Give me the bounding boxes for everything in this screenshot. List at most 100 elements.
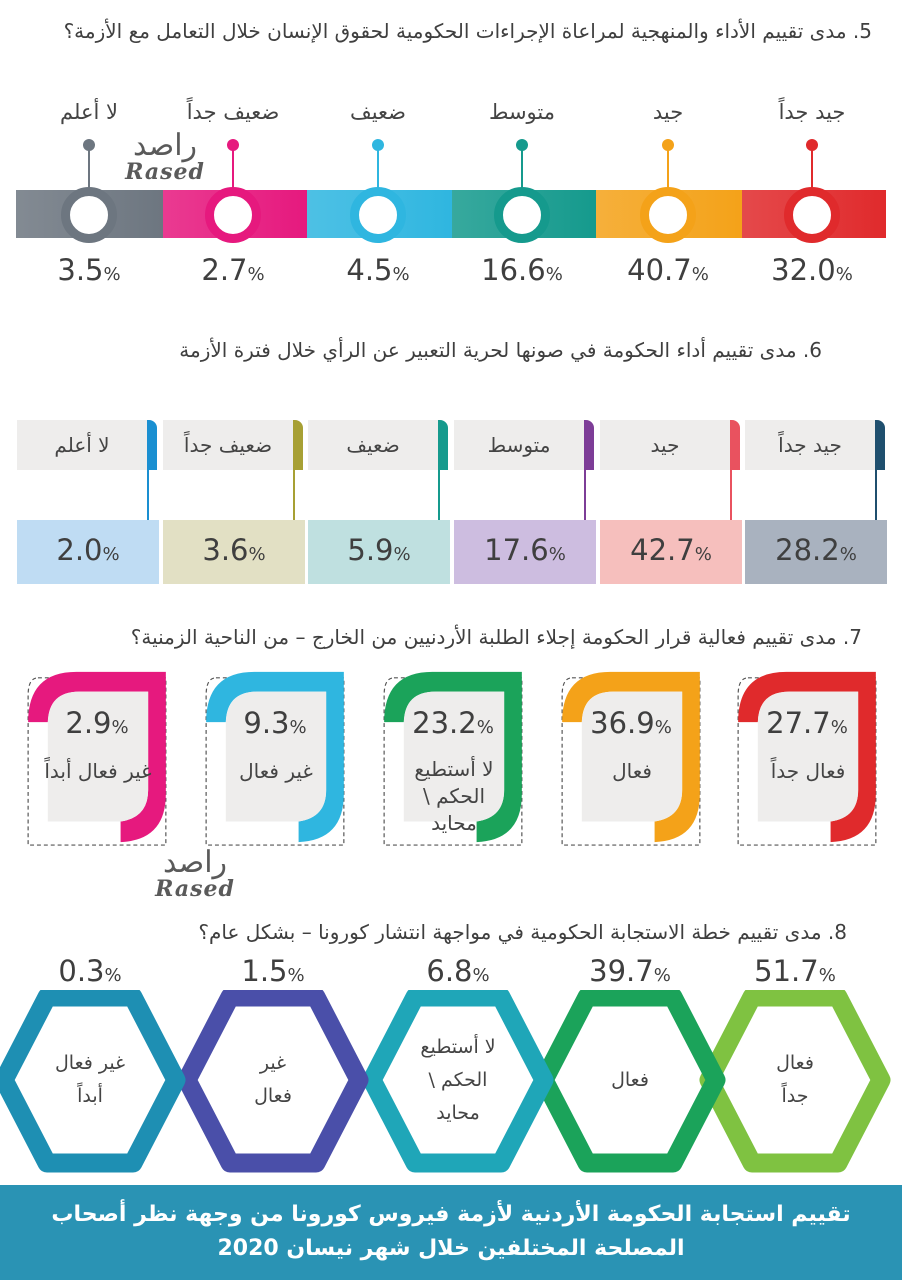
q5-value-label: 16.6%	[447, 253, 597, 287]
pct-unit: %	[392, 264, 410, 285]
q6-flag-pole	[293, 470, 295, 520]
q8-category-line: غير	[259, 1052, 287, 1074]
q6-category-tag: متوسط	[454, 420, 584, 470]
pct-number: 4.5	[346, 253, 393, 287]
pct-unit: %	[839, 544, 857, 565]
footer-banner: تقييم استجابة الحكومة الأردنية لأزمة فير…	[0, 1185, 902, 1280]
pct-unit: %	[548, 544, 566, 565]
q8-value-label: 1.5%	[198, 954, 348, 988]
q7-category-line: غير فعال أبداً	[44, 759, 152, 783]
q8-value-label: 0.3%	[15, 954, 165, 988]
q5-ring-marker	[61, 187, 117, 243]
pct-number: 42.7	[630, 533, 695, 567]
q7-card-outline	[27, 677, 167, 846]
q8-hexagon	[0, 990, 186, 1173]
q8-category-line: جداً	[781, 1085, 809, 1107]
q8-category-line: فعال	[776, 1052, 814, 1074]
pct-number: 3.6	[202, 533, 249, 567]
q6-flag-pole	[438, 470, 440, 520]
q8-hexagon-chain	[0, 990, 891, 1173]
q6-category-tag: جيد جداً	[745, 420, 875, 470]
q5-marker-stem	[667, 150, 669, 188]
pct-number: 2.0	[56, 533, 103, 567]
pct-unit: %	[691, 264, 709, 285]
q6-value-box	[163, 520, 305, 584]
q7-category-label: فعال جداً	[746, 758, 870, 785]
q6-flag	[875, 420, 885, 470]
q8-value-label: 6.8%	[383, 954, 533, 988]
pct-number: 5.9	[347, 533, 394, 567]
q5-marker-stem	[88, 150, 90, 188]
q7-category-line: فعال جداً	[770, 759, 846, 783]
q7-card	[561, 671, 701, 846]
q6-flag	[293, 420, 303, 470]
q7-category-line: لا أستطيع	[414, 757, 494, 781]
rased-watermark-2: راصد Rased	[135, 845, 255, 902]
q5-marker-dot	[227, 139, 239, 151]
pct-unit: %	[654, 717, 672, 738]
pct-unit: %	[653, 965, 671, 986]
pct-number: 2.7	[201, 253, 248, 287]
pct-number: 0.3	[58, 954, 105, 988]
q5-ring-marker	[640, 187, 696, 243]
pct-unit: %	[545, 264, 563, 285]
q5-ring-marker	[205, 187, 261, 243]
q5-marker-dot	[516, 139, 528, 151]
q8-category-label: غير فعال أبداً	[25, 1047, 155, 1113]
q8-category-line: الحكم \	[428, 1068, 488, 1091]
pct-unit: %	[472, 965, 490, 986]
q6-category-tag: ضعيف جداً	[163, 420, 293, 470]
q5-value-label: 3.5%	[14, 253, 164, 287]
pct-unit: %	[247, 264, 265, 285]
pct-unit: %	[835, 264, 853, 285]
pct-number: 39.7	[589, 954, 654, 988]
pct-number: 16.6	[481, 253, 546, 287]
q7-card	[205, 671, 345, 846]
q5-value-label: 2.7%	[158, 253, 308, 287]
q5-category-label: جيد	[652, 100, 684, 124]
q7-card-leaf	[403, 691, 505, 822]
pct-unit: %	[104, 965, 122, 986]
q7-card-outline	[383, 677, 523, 846]
q7-card-outline	[737, 677, 877, 846]
q5-category-label: متوسط	[489, 100, 555, 124]
pct-unit: %	[287, 965, 305, 986]
q7-category-label: لا أستطيع الحكم \ محايد	[392, 756, 516, 837]
q6-value-box	[308, 520, 450, 584]
q7-card-leaf-accent	[738, 671, 876, 843]
q5-marker-stem	[811, 150, 813, 188]
q8-category-line: فعال	[254, 1085, 292, 1107]
q7-card-outline	[205, 677, 345, 846]
q6-flag	[438, 420, 448, 470]
q6-flag	[584, 420, 594, 470]
q5-value-label: 4.5%	[303, 253, 453, 287]
q7-value-label: 23.2%	[388, 706, 518, 740]
pct-unit: %	[476, 717, 494, 738]
q7-value-label: 2.9%	[32, 706, 162, 740]
q7-card	[737, 671, 877, 846]
q6-category-tag: لا أعلم	[17, 420, 147, 470]
q6-value-label: 42.7%	[600, 533, 742, 567]
q6-flag-pole	[147, 470, 149, 520]
pct-unit: %	[694, 544, 712, 565]
footer-line-1: تقييم استجابة الحكومة الأردنية لأزمة فير…	[51, 1202, 851, 1227]
q6-category-tag: جيد	[600, 420, 730, 470]
q5-ring-marker	[784, 187, 840, 243]
q5-category-label: ضعيف جداً	[186, 100, 280, 124]
pct-unit: %	[289, 717, 307, 738]
q6-value-box	[745, 520, 887, 584]
pct-unit: %	[103, 264, 121, 285]
q7-card-leaf-accent	[206, 671, 344, 843]
pct-number: 36.9	[590, 706, 655, 740]
q7-category-line: غير فعال	[239, 759, 313, 783]
q8-hexagon	[362, 990, 554, 1173]
q8-title: 8. مدى تقييم خطة الاستجابة الحكومية في م…	[198, 920, 847, 944]
pct-number: 3.5	[57, 253, 104, 287]
watermark-latin: Rased	[125, 159, 205, 185]
q6-value-box	[454, 520, 596, 584]
q7-category-line: الحكم \	[422, 784, 485, 808]
q5-marker-stem	[521, 150, 523, 188]
q5-title: 5. مدى تقييم الأداء والمنهجية لمراعاة ال…	[63, 19, 872, 43]
q6-flag-pole	[875, 470, 877, 520]
q6-flag-pole	[730, 470, 732, 520]
